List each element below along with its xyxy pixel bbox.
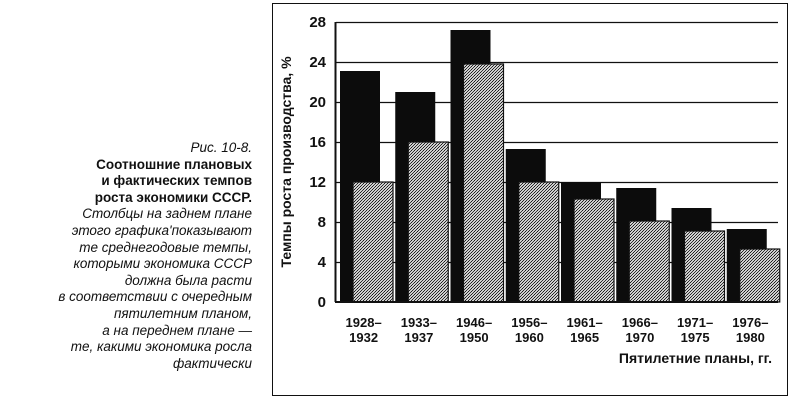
y-tick-label: 24 bbox=[309, 54, 326, 71]
actual-bar-3 bbox=[462, 63, 505, 303]
x-category-label-3-end: 1950 bbox=[460, 330, 489, 345]
y-tick-label: 28 bbox=[309, 14, 326, 31]
x-category-label-3-start: 1946– bbox=[456, 315, 492, 330]
caption-text-line-3: те среднегодовые темпы, bbox=[79, 239, 252, 255]
x-axis-title: Пятилетние планы, гг. bbox=[619, 350, 772, 366]
x-category-label-8-end: 1980 bbox=[736, 330, 765, 345]
caption-text-line-7: пятилетним планом, bbox=[113, 305, 252, 321]
y-tick-label: 20 bbox=[309, 94, 326, 111]
bars bbox=[340, 30, 781, 303]
x-category-label-5-end: 1965 bbox=[570, 330, 599, 345]
x-category-label-1-end: 1932 bbox=[349, 330, 378, 345]
y-tick-label: 12 bbox=[309, 174, 326, 191]
actual-bar-5 bbox=[573, 198, 615, 303]
caption-text-line-1: Столбцы на заднем плане bbox=[82, 206, 252, 222]
actual-bar-1 bbox=[352, 181, 394, 303]
x-category-label-2-end: 1937 bbox=[404, 330, 433, 345]
caption-text-line-8: а на переднем плане — bbox=[102, 322, 252, 338]
x-category-label-1-start: 1928– bbox=[346, 315, 382, 330]
figure-caption: Рис. 10-8. Соотношние плановых и фактиче… bbox=[8, 140, 252, 372]
x-category-labels: 1928–1932 1933–1937 1946–1950 1956–1960 1961… bbox=[346, 315, 769, 345]
x-category-label-6-end: 1970 bbox=[625, 330, 654, 345]
figure-number: Рис. 10-8. bbox=[190, 140, 252, 155]
x-category-label-4-start: 1956– bbox=[511, 315, 547, 330]
x-category-label-5-start: 1961– bbox=[567, 315, 603, 330]
caption-title-line-1: Соотношние плановых bbox=[96, 156, 252, 172]
y-tick-label: 4 bbox=[318, 254, 327, 271]
caption-title-line-3: роста экономики СССР. bbox=[94, 189, 252, 205]
caption-text-line-4: которыми экономика СССР bbox=[73, 256, 252, 272]
x-category-label-7-start: 1971– bbox=[677, 315, 713, 330]
actual-bar-2 bbox=[407, 141, 449, 303]
y-tick-label: 8 bbox=[318, 214, 326, 231]
actual-bar-6 bbox=[628, 220, 670, 303]
x-category-label-4-end: 1960 bbox=[515, 330, 544, 345]
x-category-label-8-start: 1976– bbox=[732, 315, 768, 330]
actual-bar-7 bbox=[683, 230, 726, 303]
caption-title-line-2: и фактических темпов bbox=[101, 173, 252, 189]
caption-text-line-10: фактически bbox=[172, 355, 252, 371]
y-axis-title: Темпы роста производства, % bbox=[278, 56, 294, 268]
actual-bar-8 bbox=[739, 248, 781, 303]
caption-text-line-6: в соответствии с очередным bbox=[58, 289, 252, 305]
x-category-label-7-end: 1975 bbox=[681, 330, 710, 345]
x-category-label-6-start: 1966– bbox=[622, 315, 658, 330]
caption-text-line-2: этого графика'показывают bbox=[71, 222, 252, 238]
y-tick-labels: 0 4 8 12 16 20 24 28 bbox=[309, 14, 326, 311]
x-category-label-2-start: 1933– bbox=[401, 315, 437, 330]
y-tick-label: 0 bbox=[318, 294, 326, 311]
y-tick-label: 16 bbox=[309, 134, 326, 151]
caption-text-line-9: те, какими экономика росла bbox=[70, 339, 252, 355]
chart-frame bbox=[272, 3, 788, 396]
caption-text-line-5: должна была расти bbox=[124, 272, 252, 288]
actual-bar-4 bbox=[518, 181, 560, 303]
